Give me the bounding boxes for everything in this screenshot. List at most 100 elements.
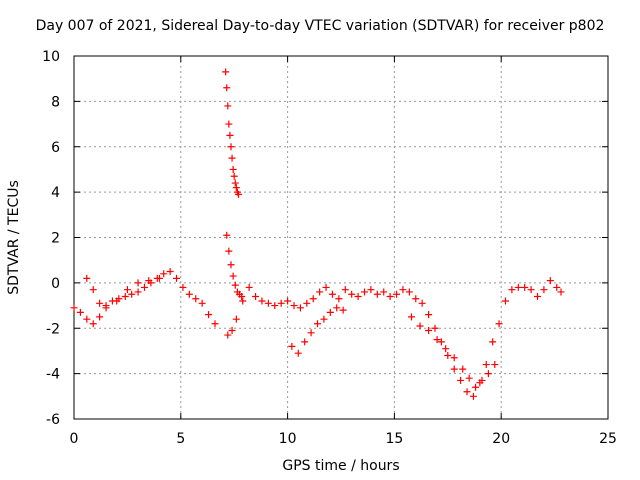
- data-point: [457, 376, 465, 384]
- data-point: [89, 320, 97, 328]
- data-point: [484, 370, 492, 378]
- data-point: [76, 308, 84, 316]
- y-tick-label: 4: [51, 185, 60, 201]
- data-point: [245, 283, 253, 291]
- y-tick-label: 0: [51, 276, 60, 292]
- data-point: [83, 315, 91, 323]
- data-point: [224, 331, 232, 339]
- data-point: [258, 297, 266, 305]
- x-tick-label: 20: [492, 431, 510, 447]
- data-point: [557, 288, 565, 296]
- data-point: [264, 299, 272, 307]
- data-point: [301, 338, 309, 346]
- data-point: [166, 268, 174, 276]
- data-point: [226, 131, 234, 139]
- data-point: [328, 290, 336, 298]
- data-point: [322, 283, 330, 291]
- data-point: [463, 388, 471, 396]
- data-point: [373, 290, 381, 298]
- data-point: [224, 102, 232, 110]
- data-point: [155, 274, 163, 282]
- data-point: [348, 290, 356, 298]
- data-point: [316, 288, 324, 296]
- data-point: [290, 302, 298, 310]
- data-point: [339, 306, 347, 314]
- data-point: [223, 84, 231, 92]
- data-point: [314, 320, 322, 328]
- data-point: [393, 290, 401, 298]
- data-point: [70, 304, 78, 312]
- data-point: [425, 311, 433, 319]
- y-tick-label: 2: [51, 231, 60, 247]
- data-point: [294, 349, 302, 357]
- data-point: [527, 286, 535, 294]
- data-point: [179, 283, 187, 291]
- data-point: [238, 292, 246, 300]
- data-point: [495, 320, 503, 328]
- y-tick-label: -6: [46, 412, 60, 428]
- data-point: [121, 292, 129, 300]
- data-point: [465, 374, 473, 382]
- x-tick-label: 10: [279, 431, 297, 447]
- data-point: [309, 295, 317, 303]
- data-point: [277, 299, 285, 307]
- data-point: [418, 299, 426, 307]
- data-point: [442, 345, 450, 353]
- data-point: [231, 281, 239, 289]
- data-point: [229, 165, 237, 173]
- data-point: [228, 327, 236, 335]
- data-point: [405, 288, 413, 296]
- data-point: [508, 286, 516, 294]
- grid: [74, 56, 608, 419]
- data-point: [482, 361, 490, 369]
- data-point: [546, 277, 554, 285]
- y-tick-label: -4: [46, 367, 60, 383]
- data-point: [232, 184, 240, 192]
- data-point: [113, 297, 121, 305]
- data-point: [380, 288, 388, 296]
- y-tick-label: -2: [46, 321, 60, 337]
- data-point: [205, 311, 213, 319]
- data-point: [232, 315, 240, 323]
- data-point: [227, 261, 235, 269]
- data-point: [252, 292, 260, 300]
- data-point: [489, 338, 497, 346]
- x-tick-label: 5: [176, 431, 185, 447]
- data-point: [333, 304, 341, 312]
- data-point: [399, 286, 407, 294]
- data-point: [185, 290, 193, 298]
- data-point: [514, 283, 522, 291]
- data-points: [70, 68, 565, 400]
- data-point: [335, 295, 343, 303]
- data-point: [412, 295, 420, 303]
- data-point: [284, 297, 292, 305]
- data-point: [288, 342, 296, 350]
- data-point: [472, 383, 480, 391]
- data-point: [192, 295, 200, 303]
- data-point: [469, 392, 477, 400]
- data-point: [416, 322, 424, 330]
- y-tick-label: 6: [51, 140, 60, 156]
- data-point: [491, 361, 499, 369]
- data-point: [341, 286, 349, 294]
- data-point: [134, 279, 142, 287]
- data-point: [534, 292, 542, 300]
- data-point: [229, 272, 237, 280]
- data-point: [320, 315, 328, 323]
- data-point: [211, 320, 219, 328]
- data-point: [228, 154, 236, 162]
- data-point: [96, 299, 104, 307]
- data-point: [425, 327, 433, 335]
- x-tick-label: 0: [70, 431, 79, 447]
- data-point: [83, 274, 91, 282]
- data-point: [231, 179, 239, 187]
- data-point: [145, 277, 153, 285]
- data-point: [128, 290, 136, 298]
- data-point: [459, 365, 467, 373]
- y-tick-label: 8: [51, 94, 60, 110]
- data-point: [198, 299, 206, 307]
- data-point: [102, 304, 110, 312]
- x-axis-label: GPS time / hours: [282, 458, 399, 474]
- data-point: [303, 299, 311, 307]
